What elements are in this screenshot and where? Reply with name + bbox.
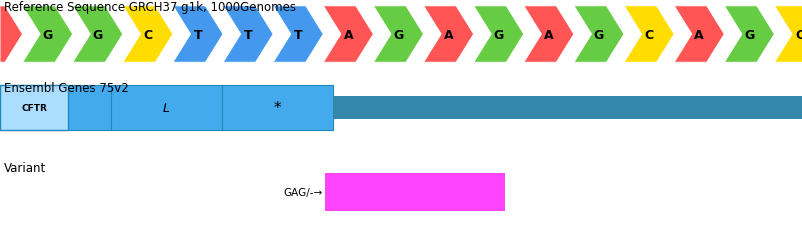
Polygon shape [423, 7, 474, 63]
Text: A: A [544, 28, 553, 41]
Polygon shape [474, 7, 524, 63]
Text: T: T [244, 28, 253, 41]
Polygon shape [273, 7, 323, 63]
Text: A: A [695, 28, 704, 41]
Polygon shape [374, 7, 423, 63]
Text: Ensembl Genes 75v2: Ensembl Genes 75v2 [4, 82, 129, 95]
Text: T: T [193, 28, 202, 41]
Polygon shape [22, 7, 73, 63]
Text: T: T [294, 28, 302, 41]
Text: *: * [273, 101, 282, 115]
Text: A: A [343, 28, 353, 41]
Text: G: G [593, 28, 604, 41]
Polygon shape [223, 7, 273, 63]
Text: G: G [493, 28, 504, 41]
Polygon shape [674, 7, 724, 63]
Text: GAG/-→: GAG/-→ [283, 187, 322, 197]
Bar [0, 86, 333, 130]
Polygon shape [73, 7, 123, 63]
Text: G: G [92, 28, 103, 41]
Polygon shape [123, 7, 173, 63]
Polygon shape [323, 7, 374, 63]
Text: G: G [744, 28, 755, 41]
Text: C: C [795, 28, 802, 41]
Polygon shape [724, 7, 775, 63]
Text: CFTR: CFTR [21, 104, 47, 112]
Polygon shape [574, 7, 624, 63]
Text: C: C [645, 28, 654, 41]
Bar [333, 97, 802, 119]
Text: L: L [163, 101, 170, 115]
Bar [0, 86, 68, 130]
Polygon shape [775, 7, 802, 63]
Polygon shape [524, 7, 574, 63]
Text: Variant: Variant [4, 161, 47, 174]
Text: G: G [393, 28, 403, 41]
Text: G: G [43, 28, 53, 41]
Polygon shape [624, 7, 674, 63]
Polygon shape [173, 7, 223, 63]
Polygon shape [0, 7, 22, 63]
Bar [325, 173, 505, 212]
Text: A: A [444, 28, 453, 41]
Text: C: C [144, 28, 152, 41]
Text: Reference Sequence GRCH37 g1k, 1000Genomes: Reference Sequence GRCH37 g1k, 1000Genom… [4, 1, 296, 14]
